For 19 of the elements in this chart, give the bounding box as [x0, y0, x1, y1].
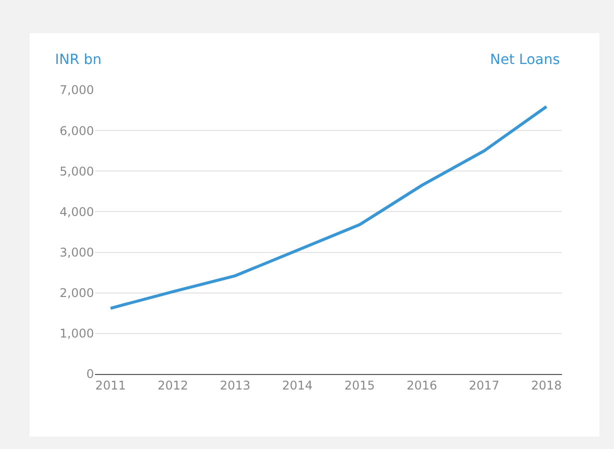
x-tick-label: 2015: [344, 378, 375, 392]
x-tick-label: 2013: [220, 378, 250, 392]
x-tick-label: 2016: [406, 378, 438, 392]
x-tick-label: 2012: [158, 378, 188, 392]
y-tick-label: 4,000: [60, 204, 94, 219]
y-tick-label: 2,000: [60, 286, 94, 300]
y-tick-label: 1,000: [60, 326, 94, 341]
x-tick-label: 2017: [468, 378, 500, 392]
y-tick-label: 7,000: [60, 83, 94, 98]
x-tick-label: 2018: [531, 378, 562, 392]
x-tick-label: 2014: [282, 378, 313, 392]
line-series: [109, 105, 548, 310]
y-tick-label: 0: [86, 367, 94, 382]
x-tick-label: 2011: [95, 378, 126, 392]
y-tick-label: 5,000: [60, 164, 94, 178]
y-axis-title: INR bn: [55, 52, 102, 68]
y-tick-label: 6,000: [60, 124, 94, 138]
chart-title: Net Loans: [490, 52, 560, 68]
y-tick-label: 3,000: [60, 245, 94, 260]
